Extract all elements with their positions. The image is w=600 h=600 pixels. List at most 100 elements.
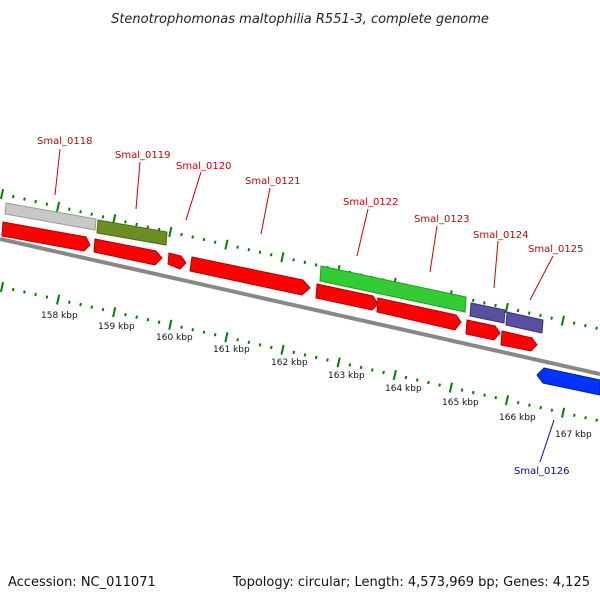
leader-smal-0118	[54, 148, 61, 196]
kbp-label: 158 kbp	[41, 311, 78, 321]
inner-minor-tick	[270, 345, 273, 350]
inner-minor-tick	[483, 393, 486, 397]
inner-minor-tick	[191, 328, 195, 332]
inner-major-tick	[504, 395, 510, 406]
inner-minor-tick	[326, 358, 329, 362]
outer-minor-tick	[146, 225, 150, 229]
gene-label-smal-0124: Smal_0124	[473, 230, 528, 241]
kbp-label: 159 kbp	[98, 322, 135, 332]
inner-minor-tick	[79, 302, 82, 307]
kbp-label: 160 kbp	[156, 333, 193, 343]
inner-minor-tick	[584, 416, 587, 420]
inner-minor-tick	[124, 312, 127, 317]
inner-major-tick	[0, 281, 5, 293]
gene-label-smal-0126: Smal_0126	[514, 466, 569, 477]
feature-block-smal-0119	[96, 219, 168, 246]
inner-minor-tick	[34, 292, 37, 297]
leader-smal-0124	[493, 240, 499, 289]
kbp-label: 162 kbp	[271, 358, 308, 368]
leader-smal-0125	[529, 255, 554, 301]
cds-arrow	[93, 238, 163, 266]
inner-minor-tick	[68, 300, 71, 304]
outer-minor-tick	[550, 316, 553, 320]
leader-smal-0123	[429, 225, 438, 273]
inner-minor-tick	[258, 343, 262, 347]
inner-minor-tick	[494, 395, 498, 400]
feature-arrow-smal-0126	[536, 367, 600, 396]
feature-track-top	[4, 202, 544, 334]
outer-minor-tick	[527, 311, 531, 315]
feature-block-smal-0122	[319, 265, 467, 313]
inner-major-tick	[112, 307, 117, 318]
outer-major-tick	[504, 302, 509, 314]
leader-smal-0126	[539, 419, 555, 463]
outer-major-tick	[0, 188, 5, 200]
inner-major-tick	[224, 332, 229, 343]
inner-minor-tick	[146, 318, 150, 322]
kbp-label: 167 kbp	[555, 430, 592, 440]
accession-text: Accession: NC_011071	[8, 575, 156, 590]
cds-arrow	[500, 330, 538, 352]
inner-minor-tick	[472, 390, 475, 395]
cds-arrow	[315, 283, 379, 311]
inner-minor-tick	[236, 338, 239, 342]
inner-minor-tick	[595, 418, 599, 422]
inner-major-tick	[56, 294, 61, 305]
inner-tick-row	[0, 281, 599, 422]
inner-minor-tick	[371, 368, 374, 372]
kbp-label: 166 kbp	[499, 413, 536, 423]
inner-minor-tick	[573, 413, 576, 417]
outer-minor-tick	[247, 248, 251, 252]
cds-arrow	[465, 319, 501, 341]
outer-minor-tick	[90, 212, 94, 216]
outer-major-tick	[56, 201, 61, 212]
gene-label-smal-0120: Smal_0120	[176, 161, 231, 172]
cds-arrow	[1, 221, 91, 252]
inner-major-tick	[168, 319, 173, 330]
outer-minor-tick	[595, 326, 598, 330]
outer-minor-tick	[23, 197, 26, 201]
outer-minor-tick	[34, 199, 37, 204]
outer-minor-tick	[483, 301, 486, 305]
outer-major-tick	[224, 239, 229, 250]
gene-label-smal-0122: Smal_0122	[343, 197, 398, 208]
feature-block-smal-0125	[505, 311, 544, 334]
inner-major-tick	[561, 407, 566, 418]
gene-label-smal-0125: Smal_0125	[528, 244, 583, 255]
inner-minor-tick	[11, 287, 15, 292]
inner-major-tick	[336, 357, 341, 368]
outer-minor-tick	[236, 245, 239, 249]
inner-minor-tick	[427, 380, 430, 385]
gene-labels: Smal_0118 Smal_0119 Smal_0120 Smal_0121 …	[37, 136, 583, 477]
genome-backbone	[0, 237, 600, 376]
feature-block-smal-0118	[4, 202, 97, 231]
inner-minor-tick	[359, 365, 363, 370]
gene-label-smal-0121: Smal_0121	[245, 176, 300, 187]
outer-minor-tick	[292, 258, 295, 262]
inner-minor-tick	[213, 333, 217, 337]
inner-minor-tick	[247, 340, 251, 345]
inner-minor-tick	[157, 320, 161, 324]
outer-minor-tick	[303, 260, 307, 265]
kbp-label: 161 kbp	[213, 345, 250, 355]
outer-minor-tick	[213, 240, 217, 244]
outer-minor-tick	[314, 263, 318, 267]
inner-minor-tick	[101, 307, 105, 312]
outer-minor-tick	[572, 321, 576, 325]
inner-minor-tick	[314, 355, 318, 360]
inner-minor-tick	[23, 290, 26, 294]
leader-smal-0121	[260, 187, 271, 235]
outer-minor-tick	[258, 250, 262, 254]
outer-minor-tick	[584, 323, 587, 328]
outer-minor-tick	[124, 220, 127, 224]
cds-arrow	[376, 297, 462, 331]
leader-smal-0122	[356, 208, 369, 257]
cds-arrow	[167, 252, 187, 270]
gene-label-smal-0123: Smal_0123	[414, 214, 469, 225]
outer-major-tick	[168, 226, 173, 238]
inner-major-tick	[392, 369, 397, 381]
inner-minor-tick	[135, 315, 138, 319]
inner-minor-tick	[528, 403, 531, 407]
outer-minor-tick	[101, 215, 105, 219]
